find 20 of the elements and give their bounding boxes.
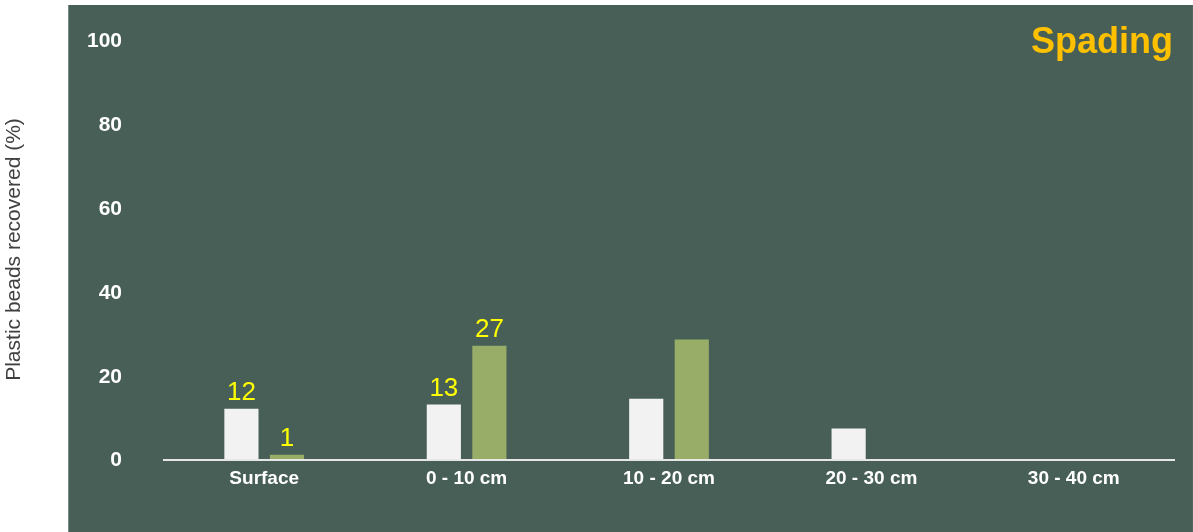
y-tick-label: 0 [110,447,122,471]
y-tick-label: 60 [98,195,122,219]
data-label: 13 [429,371,459,402]
data-label: 1 [279,421,295,452]
y-tick-label: 80 [98,112,122,136]
chart-title: Spading [1031,20,1173,61]
data-label: 12 [226,375,256,406]
bar [674,339,709,459]
y-tick-label: 100 [86,28,122,52]
x-tick-label: 10 - 20 cm [623,466,715,488]
x-tick-label: 0 - 10 cm [425,466,508,488]
y-tick-label: 20 [98,363,122,387]
x-tick-label: 20 - 30 cm [825,466,918,488]
data-label: 27 [474,312,504,343]
y-axis-title: Plastic beads recovered (%) [1,118,25,381]
x-tick-label: 30 - 40 cm [1027,466,1120,488]
y-tick-label: 40 [98,279,122,303]
bar [269,454,305,459]
bar [472,345,507,459]
x-tick-label: Surface [229,466,300,488]
